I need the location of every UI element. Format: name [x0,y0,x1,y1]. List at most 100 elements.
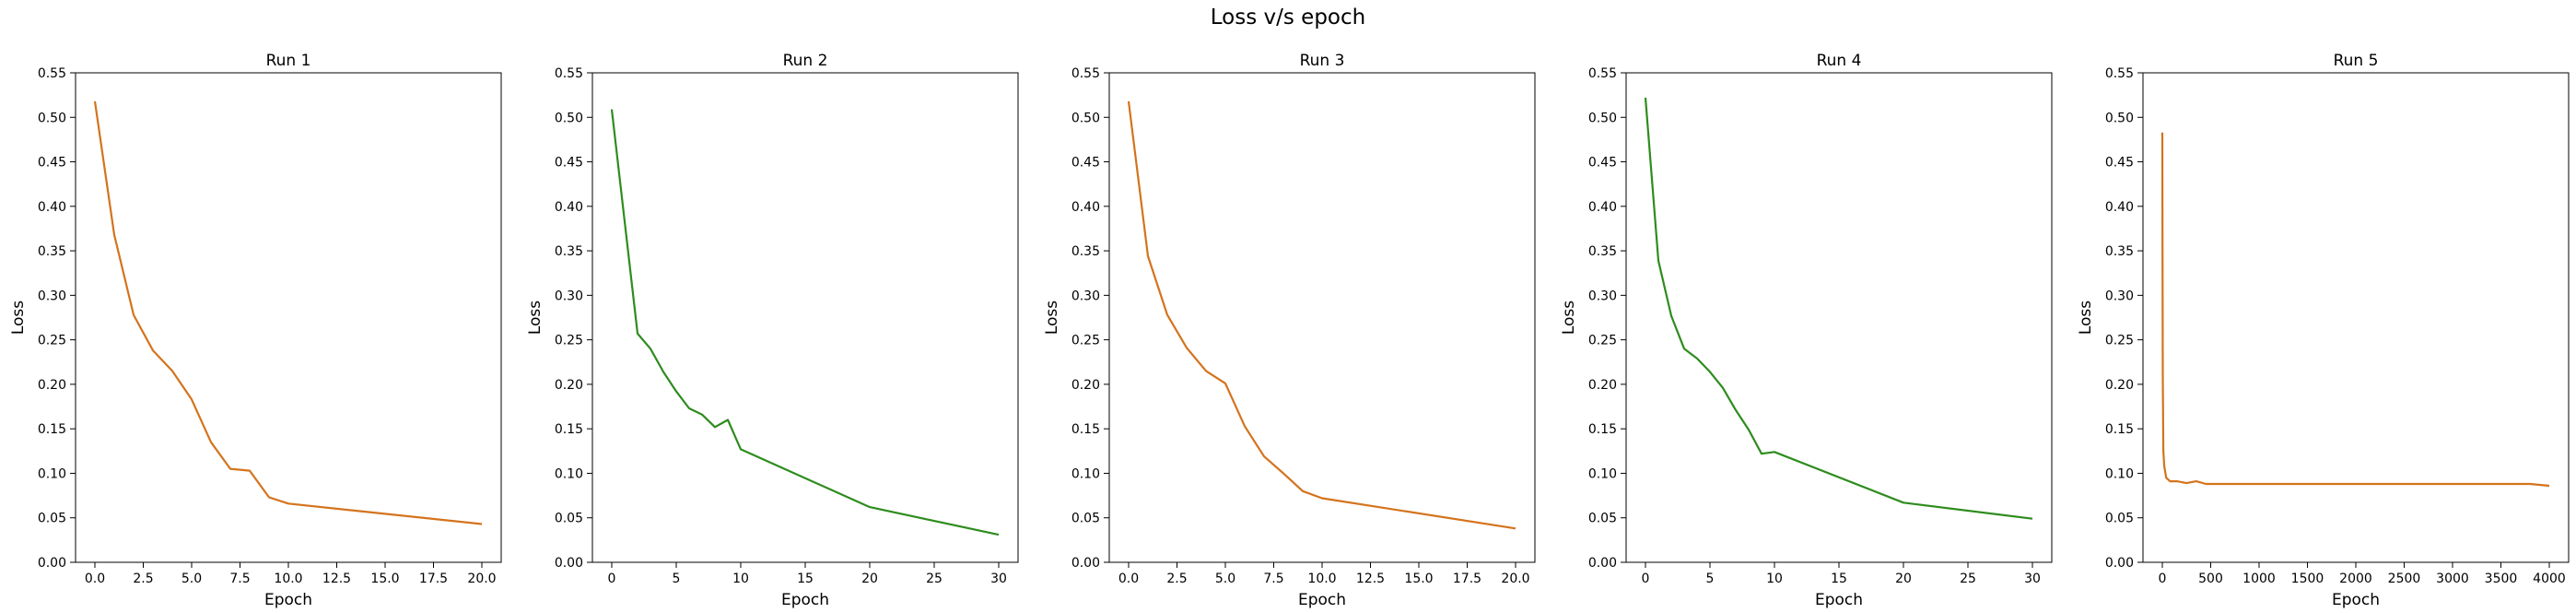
x-tick-label: 5.0 [181,572,202,586]
y-tick-label: 0.35 [38,244,66,259]
series-line-1 [1644,97,2033,520]
chart-title: Run 5 [2334,52,2379,70]
chart-title: Run 4 [1817,52,1862,70]
chart-title: Run 2 [783,52,828,70]
x-tick-label: 15 [1831,572,1847,586]
x-tick-label: 7.5 [229,572,250,586]
plot-frame [1108,72,1536,563]
y-tick-label: 0.25 [38,334,66,348]
y-tick-label: 0.30 [1071,289,1100,303]
x-tick-label: 500 [2198,572,2223,586]
series-line-1 [1127,100,1516,530]
y-tick-label: 0.45 [1071,156,1100,171]
chart-run-1: Run 1 0.00 0.05 0.10 0.15 0.20 0.25 0.30 0.35 0.4… [9,52,502,609]
x-tick-label: 0 [608,572,616,586]
y-tick-label: 0.50 [2105,111,2134,125]
y-tick-label: 0.45 [1588,156,1617,171]
x-tick-label: 0.0 [1118,572,1139,586]
y-tick-label: 0.15 [38,422,66,437]
y-tick-label: 0.00 [2105,556,2134,571]
x-tick-label: 30 [990,572,1007,586]
x-tick-label: 20.0 [467,572,496,586]
x-tick-label: 7.5 [1263,572,1283,586]
x-tick-label: 0 [1642,572,1650,586]
x-tick-label: 30 [2024,572,2041,586]
x-tick-label: 2000 [2339,572,2372,586]
y-tick-label: 0.15 [1588,422,1617,437]
y-tick-label: 0.05 [38,512,66,526]
y-tick-label: 0.20 [1071,378,1100,393]
y-tick-label: 0.20 [38,378,66,393]
y-tick-label: 0.20 [1588,378,1617,393]
chart-run-2: Run 2 0.00 0.05 0.10 0.15 0.20 0.25 0.30 0.35 0.4… [526,52,1019,609]
x-axis-label: Epoch [2332,591,2380,609]
y-tick-label: 0.00 [1588,556,1617,571]
y-tick-label: 0.10 [1071,466,1100,481]
x-tick-label: 10 [732,572,749,586]
x-tick-label: 20 [861,572,878,586]
y-axis-label: Loss [2077,301,2095,335]
y-tick-label: 0.50 [1071,111,1100,125]
x-tick-label: 3500 [2485,572,2518,586]
x-tick-label: 12.5 [1356,572,1385,586]
y-tick-label: 0.55 [555,66,583,81]
y-tick-label: 0.30 [38,289,66,303]
y-tick-label: 0.45 [555,156,583,171]
y-tick-label: 0.50 [1588,111,1617,125]
y-tick-label: 0.15 [2105,422,2134,437]
y-tick-label: 0.25 [555,334,583,348]
y-tick-label: 0.10 [38,466,66,481]
y-tick-label: 0.10 [1588,466,1617,481]
y-tick-label: 0.55 [2105,66,2134,81]
x-tick-label: 10 [1766,572,1783,586]
y-tick-label: 0.30 [1588,289,1617,303]
chart-run-4: Run 4 0.00 0.05 0.10 0.15 0.20 0.25 0.30 0.35 0.4… [1560,52,2053,609]
chart-run-3: Run 3 0.00 0.05 0.10 0.15 0.20 0.25 0.30 0.35 0.4… [1043,52,1536,609]
y-tick-label: 0.05 [1588,512,1617,526]
y-tick-label: 0.35 [2105,244,2134,259]
y-tick-label: 0.40 [555,200,583,215]
y-tick-label: 0.40 [1588,200,1617,215]
x-tick-label: 1500 [2291,572,2324,586]
y-tick-label: 0.00 [555,556,583,571]
y-tick-label: 0.25 [1071,334,1100,348]
y-tick-label: 0.20 [2105,378,2134,393]
y-axis-label: Loss [1560,301,1578,335]
chart-title: Run 3 [1300,52,1345,70]
series-line-1 [93,100,483,525]
x-tick-label: 0.0 [85,572,105,586]
y-tick-label: 0.55 [38,66,66,81]
y-tick-label: 0.00 [38,556,66,571]
series-line-1 [610,109,1000,536]
x-tick-label: 4000 [2533,572,2566,586]
x-tick-label: 2.5 [133,572,153,586]
x-tick-label: 12.5 [322,572,351,586]
y-tick-label: 0.35 [555,244,583,259]
chart-title: Run 1 [266,52,311,70]
plot-frame [75,72,502,563]
x-axis-label: Epoch [264,591,312,609]
y-tick-label: 0.45 [38,156,66,171]
plot-frame [2142,72,2570,563]
figure-title: Loss v/s epoch [1210,6,1366,29]
y-tick-label: 0.25 [2105,334,2134,348]
y-tick-label: 0.30 [555,289,583,303]
x-tick-label: 1000 [2242,572,2276,586]
x-tick-label: 17.5 [1453,572,1481,586]
plot-frame [1625,72,2053,563]
y-tick-label: 0.00 [1071,556,1100,571]
y-tick-label: 0.10 [555,466,583,481]
x-axis-label: Epoch [1298,591,1346,609]
y-axis-label: Loss [526,301,544,335]
y-tick-label: 0.15 [555,422,583,437]
y-tick-label: 0.50 [555,111,583,125]
y-tick-label: 0.15 [1071,422,1100,437]
y-tick-label: 0.35 [1588,244,1617,259]
y-tick-label: 0.05 [1071,512,1100,526]
y-tick-label: 0.20 [555,378,583,393]
x-tick-label: 3000 [2436,572,2469,586]
x-tick-label: 15.0 [1404,572,1433,586]
x-tick-label: 17.5 [419,572,448,586]
